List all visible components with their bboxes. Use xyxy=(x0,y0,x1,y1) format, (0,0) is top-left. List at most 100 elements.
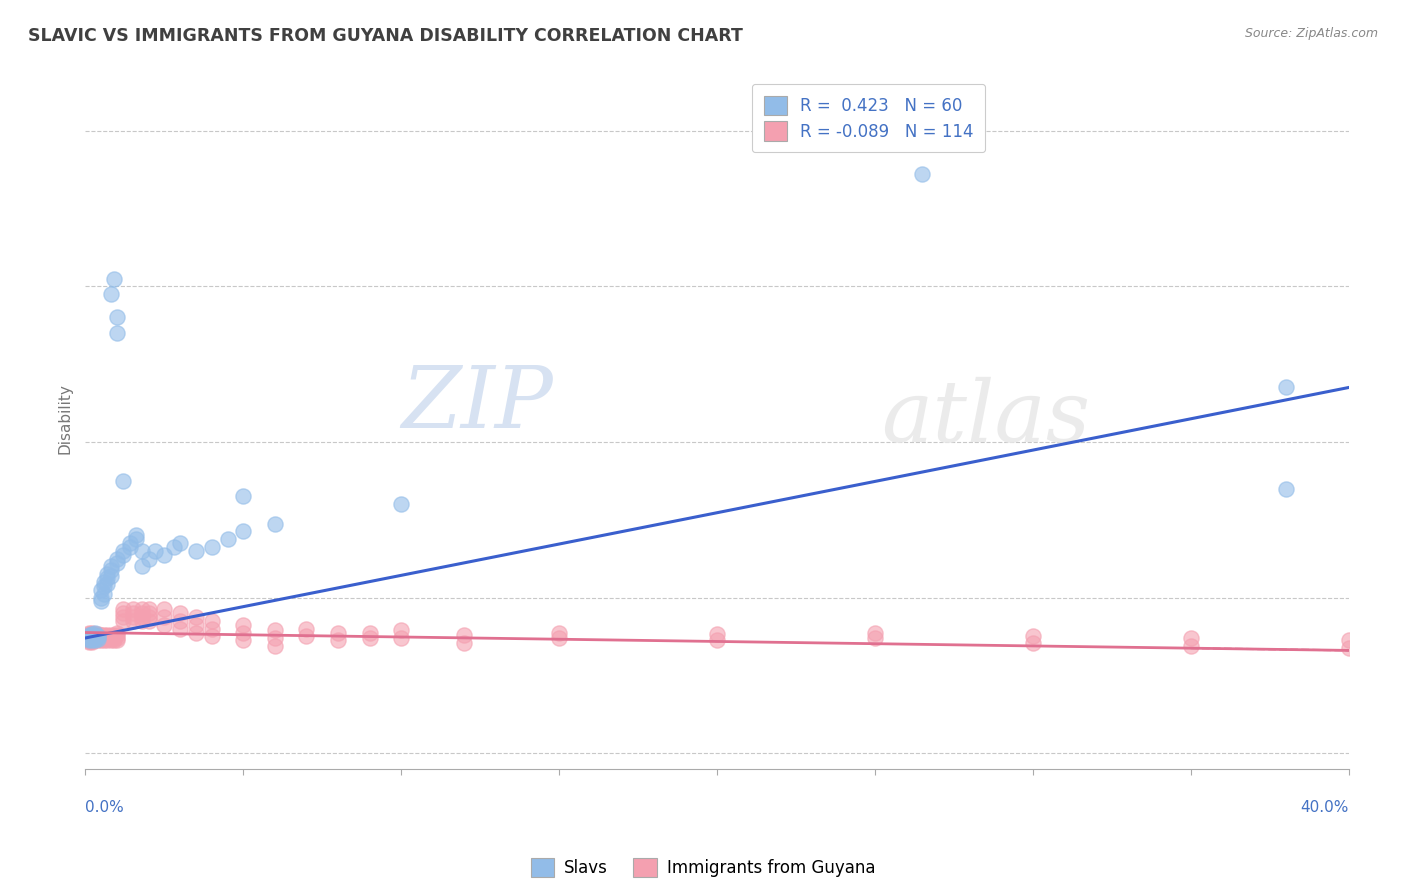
Point xyxy=(83,628,105,642)
Point xyxy=(453,635,475,649)
Point xyxy=(184,625,207,640)
Text: atlas: atlas xyxy=(882,377,1091,460)
Point xyxy=(83,632,105,647)
Point xyxy=(138,602,160,616)
Point xyxy=(83,631,105,645)
Point xyxy=(87,629,110,643)
Point xyxy=(153,602,176,616)
Point xyxy=(77,635,100,649)
Point xyxy=(548,631,571,645)
Point xyxy=(112,606,135,620)
Point xyxy=(112,610,135,624)
Point xyxy=(93,586,115,600)
Point xyxy=(217,532,239,546)
Point xyxy=(118,540,141,554)
Point xyxy=(80,629,103,643)
Point xyxy=(87,630,110,644)
Point xyxy=(87,627,110,641)
Point xyxy=(295,622,318,636)
Point xyxy=(87,628,110,642)
Point xyxy=(77,632,100,646)
Point xyxy=(100,563,122,577)
Point xyxy=(77,631,100,645)
Point xyxy=(1337,633,1360,648)
Point xyxy=(80,629,103,643)
Point xyxy=(96,567,118,582)
Point xyxy=(80,629,103,643)
Point xyxy=(232,524,254,539)
Text: Source: ZipAtlas.com: Source: ZipAtlas.com xyxy=(1244,27,1378,40)
Point xyxy=(138,610,160,624)
Point xyxy=(80,632,103,646)
Point xyxy=(103,632,125,647)
Point xyxy=(548,625,571,640)
Point xyxy=(131,610,153,624)
Point xyxy=(163,540,186,554)
Point xyxy=(232,625,254,640)
Point xyxy=(103,629,125,643)
Point xyxy=(138,614,160,628)
Point xyxy=(93,632,115,647)
Point xyxy=(96,631,118,645)
Point xyxy=(80,631,103,645)
Point xyxy=(80,632,103,647)
Point xyxy=(143,544,166,558)
Point xyxy=(100,568,122,582)
Point xyxy=(77,629,100,643)
Point xyxy=(169,614,191,628)
Point xyxy=(96,629,118,643)
Point xyxy=(121,602,143,616)
Point xyxy=(112,544,135,558)
Point xyxy=(87,630,110,644)
Point xyxy=(1022,629,1045,643)
Point xyxy=(93,628,115,642)
Point xyxy=(389,623,412,637)
Point xyxy=(77,631,100,645)
Point xyxy=(87,629,110,643)
Point xyxy=(77,629,100,643)
Point xyxy=(131,606,153,620)
Point xyxy=(93,631,115,645)
Text: 0.0%: 0.0% xyxy=(86,800,124,815)
Point xyxy=(201,540,224,554)
Point xyxy=(87,631,110,645)
Point xyxy=(77,628,100,642)
Point xyxy=(83,632,105,646)
Point xyxy=(80,633,103,648)
Point xyxy=(706,627,728,641)
Point xyxy=(112,548,135,562)
Point xyxy=(169,622,191,636)
Point xyxy=(96,632,118,647)
Point xyxy=(83,627,105,641)
Point xyxy=(153,610,176,624)
Point xyxy=(77,633,100,648)
Point xyxy=(77,634,100,648)
Point xyxy=(153,548,176,562)
Point xyxy=(105,631,128,645)
Point xyxy=(77,628,100,642)
Point xyxy=(1180,639,1202,653)
Point xyxy=(105,633,128,648)
Point xyxy=(83,629,105,643)
Point xyxy=(80,627,103,641)
Point xyxy=(90,582,112,597)
Point xyxy=(77,632,100,647)
Point xyxy=(90,631,112,645)
Point xyxy=(96,628,118,642)
Point xyxy=(706,633,728,648)
Y-axis label: Disability: Disability xyxy=(58,384,72,454)
Point xyxy=(90,591,112,605)
Point xyxy=(96,571,118,585)
Point xyxy=(1180,631,1202,645)
Point xyxy=(264,516,287,531)
Point xyxy=(112,614,135,628)
Point xyxy=(100,629,122,643)
Point xyxy=(77,627,100,641)
Point xyxy=(131,614,153,628)
Point xyxy=(105,326,128,340)
Point xyxy=(80,634,103,648)
Point xyxy=(105,625,128,640)
Point xyxy=(83,628,105,642)
Point xyxy=(103,628,125,642)
Point xyxy=(201,629,224,643)
